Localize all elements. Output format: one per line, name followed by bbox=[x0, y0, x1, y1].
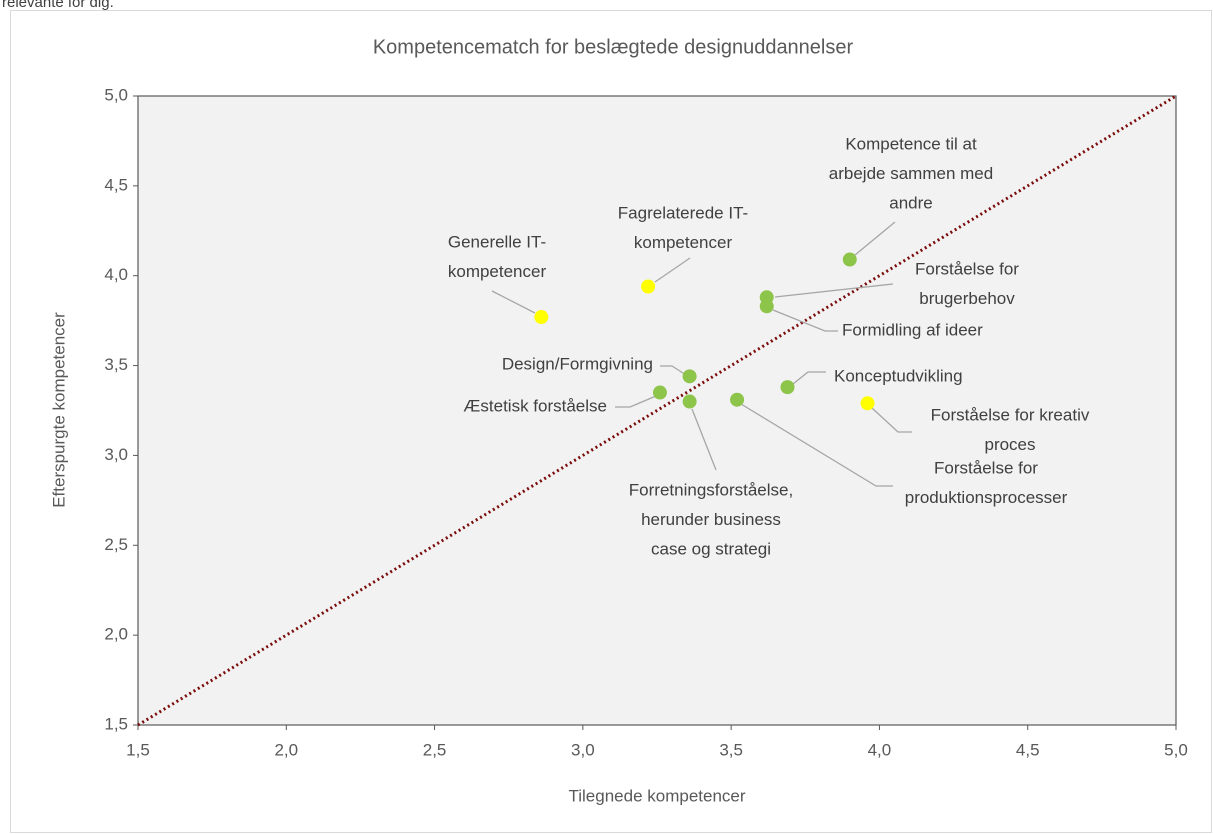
leader-line bbox=[654, 257, 691, 283]
point bbox=[780, 380, 795, 395]
point-label: Æstetisk forståelse bbox=[463, 396, 607, 415]
point bbox=[842, 252, 857, 267]
y-tick-label: 1,5 bbox=[104, 714, 128, 733]
identity-line bbox=[137, 94, 1177, 727]
point-label: kompetencer bbox=[634, 233, 733, 252]
point bbox=[682, 394, 697, 409]
point-label: herunder business bbox=[641, 510, 781, 529]
x-tick-label: 2,0 bbox=[274, 740, 298, 759]
point-label: arbejde sammen med bbox=[829, 164, 993, 183]
point-label: Fagrelaterede IT- bbox=[618, 203, 748, 222]
y-tick-label: 3,0 bbox=[104, 445, 128, 464]
leader-line bbox=[871, 407, 912, 433]
leader-line bbox=[740, 403, 893, 487]
point-label: Kompetence til at bbox=[845, 134, 977, 153]
point bbox=[534, 310, 549, 325]
point bbox=[860, 396, 875, 411]
y-tick-label: 2,0 bbox=[104, 625, 128, 644]
header-text: relevante for dig. bbox=[2, 0, 114, 11]
point bbox=[730, 392, 745, 407]
point-label: Konceptudvikling bbox=[834, 366, 963, 385]
point bbox=[641, 279, 656, 294]
y-tick-label: 5,0 bbox=[104, 85, 128, 104]
y-axis-label: Efterspurgte kompetencer bbox=[49, 312, 68, 508]
x-axis-label: Tilegnede kompetencer bbox=[568, 786, 745, 805]
chart-title: Kompetencematch for beslægtede designudd… bbox=[373, 36, 854, 58]
point-label: Generelle IT- bbox=[448, 232, 546, 251]
x-tick-label: 3,5 bbox=[719, 740, 743, 759]
point-label: Forståelse for kreativ bbox=[931, 405, 1090, 424]
y-tick-label: 4,5 bbox=[104, 175, 128, 194]
leader-line bbox=[854, 221, 896, 256]
leader-line bbox=[660, 365, 687, 376]
y-tick-label: 2,5 bbox=[104, 535, 128, 554]
x-tick-label: 3,0 bbox=[571, 740, 595, 759]
point-label: brugerbehov bbox=[919, 289, 1015, 308]
point-label: Formidling af ideer bbox=[842, 320, 983, 339]
leader-line bbox=[615, 395, 657, 408]
point bbox=[759, 299, 774, 314]
leader-line bbox=[772, 309, 838, 332]
point-label: andre bbox=[889, 193, 932, 212]
leader-line bbox=[691, 408, 717, 471]
point bbox=[682, 369, 697, 384]
point-label: Forståelse for bbox=[915, 259, 1019, 278]
point-label: kompetencer bbox=[448, 262, 547, 281]
point-label: produktionsprocesser bbox=[905, 488, 1068, 507]
x-tick-label: 4,0 bbox=[868, 740, 892, 759]
point bbox=[652, 385, 667, 400]
x-tick-label: 1,5 bbox=[126, 740, 150, 759]
y-tick-label: 3,5 bbox=[104, 355, 128, 374]
leader-line bbox=[774, 283, 894, 298]
y-tick-label: 4,0 bbox=[104, 265, 128, 284]
x-tick-label: 5,0 bbox=[1164, 740, 1188, 759]
point-label: case og strategi bbox=[651, 539, 771, 558]
leader-line bbox=[792, 371, 826, 385]
x-tick-label: 4,5 bbox=[1016, 740, 1040, 759]
point-label: Design/Formgivning bbox=[502, 354, 653, 373]
point-label: proces bbox=[984, 435, 1035, 454]
leader-line bbox=[491, 290, 536, 314]
point-label: Forretningsforståelse, bbox=[629, 480, 793, 499]
point-label: Forståelse for bbox=[934, 458, 1038, 477]
x-tick-label: 2,5 bbox=[423, 740, 447, 759]
